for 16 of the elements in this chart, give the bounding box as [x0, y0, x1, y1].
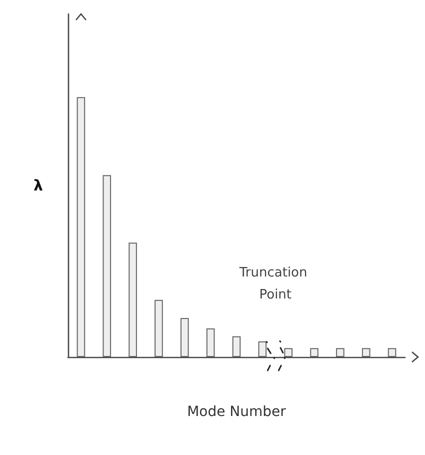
bar: [102, 175, 112, 357]
bar: [362, 348, 370, 357]
bar: [154, 300, 163, 357]
bar: [128, 242, 137, 357]
bar: [180, 318, 189, 357]
bar: [232, 336, 241, 357]
bar: [284, 348, 292, 357]
x-axis-title: Mode Number: [187, 404, 286, 420]
bar: [388, 348, 396, 357]
y-axis-title: λ: [34, 176, 44, 194]
annotation: Truncation Point: [238, 266, 312, 302]
bar: [258, 341, 267, 357]
bar: [76, 97, 86, 357]
bar: [310, 348, 318, 357]
bar: [206, 328, 215, 357]
bar: [336, 348, 344, 357]
